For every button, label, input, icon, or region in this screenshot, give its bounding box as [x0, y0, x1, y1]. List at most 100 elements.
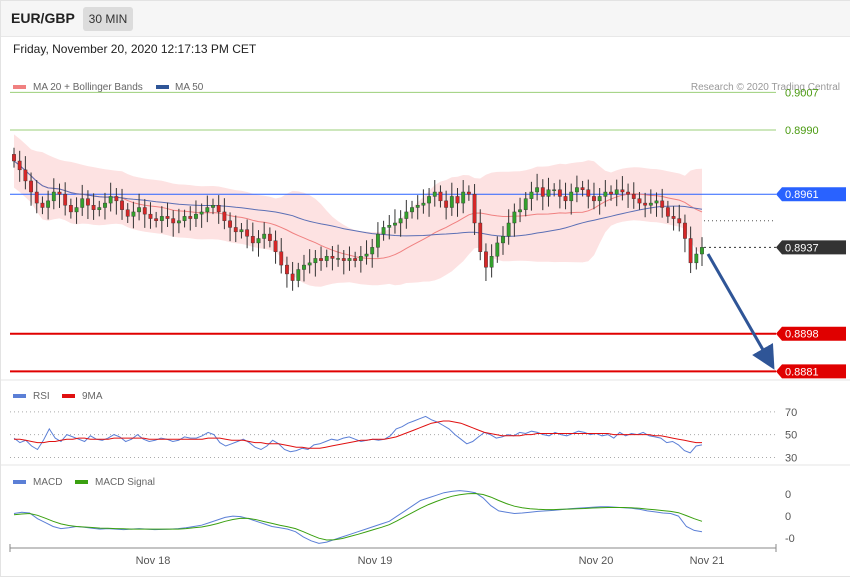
level-label-support: 0.8881 — [785, 366, 819, 378]
candle — [29, 180, 33, 193]
candle — [637, 198, 642, 204]
candle — [648, 202, 653, 206]
level-label-support: 0.8898 — [785, 329, 819, 341]
copyright: Research © 2020 Trading Central — [691, 82, 840, 93]
candle — [256, 238, 261, 244]
candle — [68, 205, 73, 213]
candle — [569, 191, 574, 202]
candle — [176, 220, 181, 224]
candle — [239, 229, 244, 233]
candle — [131, 211, 136, 217]
candle — [614, 189, 619, 195]
rsi-tick-label: 30 — [785, 452, 797, 464]
x-tick-label: Nov 20 — [579, 555, 614, 567]
candle — [466, 191, 471, 195]
candle — [211, 205, 215, 208]
candle — [114, 196, 119, 202]
x-tick-label: Nov 21 — [690, 555, 725, 567]
candle — [603, 191, 608, 197]
candle — [336, 258, 341, 260]
candle — [535, 187, 540, 193]
candle — [432, 191, 437, 197]
candle — [347, 258, 352, 261]
candle — [489, 256, 494, 268]
legend-macd: MACD — [33, 477, 62, 488]
candle — [597, 196, 602, 202]
candle — [484, 251, 488, 268]
level-label-target: 0.8990 — [785, 125, 819, 137]
candle — [91, 205, 96, 210]
candle — [307, 262, 312, 266]
candle — [142, 207, 147, 215]
legend-swatch-ma20 — [13, 85, 26, 89]
candle — [51, 191, 56, 202]
candle — [370, 247, 375, 255]
macd-tick-label: -0 — [785, 533, 795, 545]
level-label-pivot: 0.8961 — [785, 189, 819, 201]
candle — [285, 264, 289, 275]
candle — [205, 207, 210, 213]
candle — [631, 194, 636, 199]
level-tag-support — [776, 364, 846, 379]
candle — [23, 169, 28, 182]
bollinger-bands — [14, 134, 702, 287]
candle — [273, 240, 278, 252]
rsi-tick-label: 70 — [785, 407, 797, 419]
candle — [472, 194, 477, 224]
candle — [546, 189, 551, 197]
timeframe-button[interactable]: 30 MIN — [83, 7, 133, 31]
candle — [677, 218, 682, 224]
candle — [302, 264, 306, 270]
legend-macd-signal: MACD Signal — [95, 477, 155, 488]
candle — [694, 253, 699, 264]
legend-swatch-9ma — [62, 394, 75, 398]
candle — [415, 205, 420, 208]
rsi-tick-label: 50 — [785, 430, 797, 442]
candle — [296, 269, 301, 281]
candle — [80, 198, 85, 208]
forecast-arrow — [706, 253, 775, 370]
candle — [461, 191, 466, 204]
candle — [683, 222, 687, 239]
candle — [381, 227, 386, 235]
candle — [421, 202, 426, 206]
candle — [182, 216, 187, 221]
legend-swatch-rsi — [13, 394, 26, 398]
candle — [495, 242, 500, 257]
candle — [427, 196, 431, 204]
candle — [262, 233, 267, 239]
candle — [324, 256, 329, 261]
candle — [449, 196, 454, 208]
candle — [660, 200, 665, 208]
candle — [228, 220, 232, 228]
candle — [592, 196, 596, 202]
legend-rsi: RSI — [33, 391, 50, 402]
candle — [290, 273, 295, 281]
candle — [512, 211, 517, 224]
candle — [188, 216, 193, 219]
candle — [557, 189, 562, 197]
candle — [506, 222, 511, 237]
level-label-last_price: 0.8937 — [785, 242, 819, 254]
candle — [700, 247, 704, 255]
candle — [125, 209, 130, 217]
candle — [46, 200, 51, 208]
candle — [478, 222, 483, 252]
candle — [34, 191, 39, 204]
instrument-label: EUR/GBP — [11, 10, 75, 26]
candle — [199, 211, 204, 215]
candle — [580, 187, 585, 190]
candle — [233, 227, 238, 233]
candle — [154, 218, 159, 221]
candle — [387, 225, 392, 228]
candle — [518, 209, 522, 213]
candle — [159, 216, 164, 221]
legend-9ma: 9MA — [82, 391, 103, 402]
candle — [353, 258, 358, 261]
candle — [563, 196, 568, 202]
candle — [250, 236, 255, 244]
candle — [575, 187, 579, 193]
candle — [171, 218, 176, 224]
candle — [665, 207, 670, 217]
